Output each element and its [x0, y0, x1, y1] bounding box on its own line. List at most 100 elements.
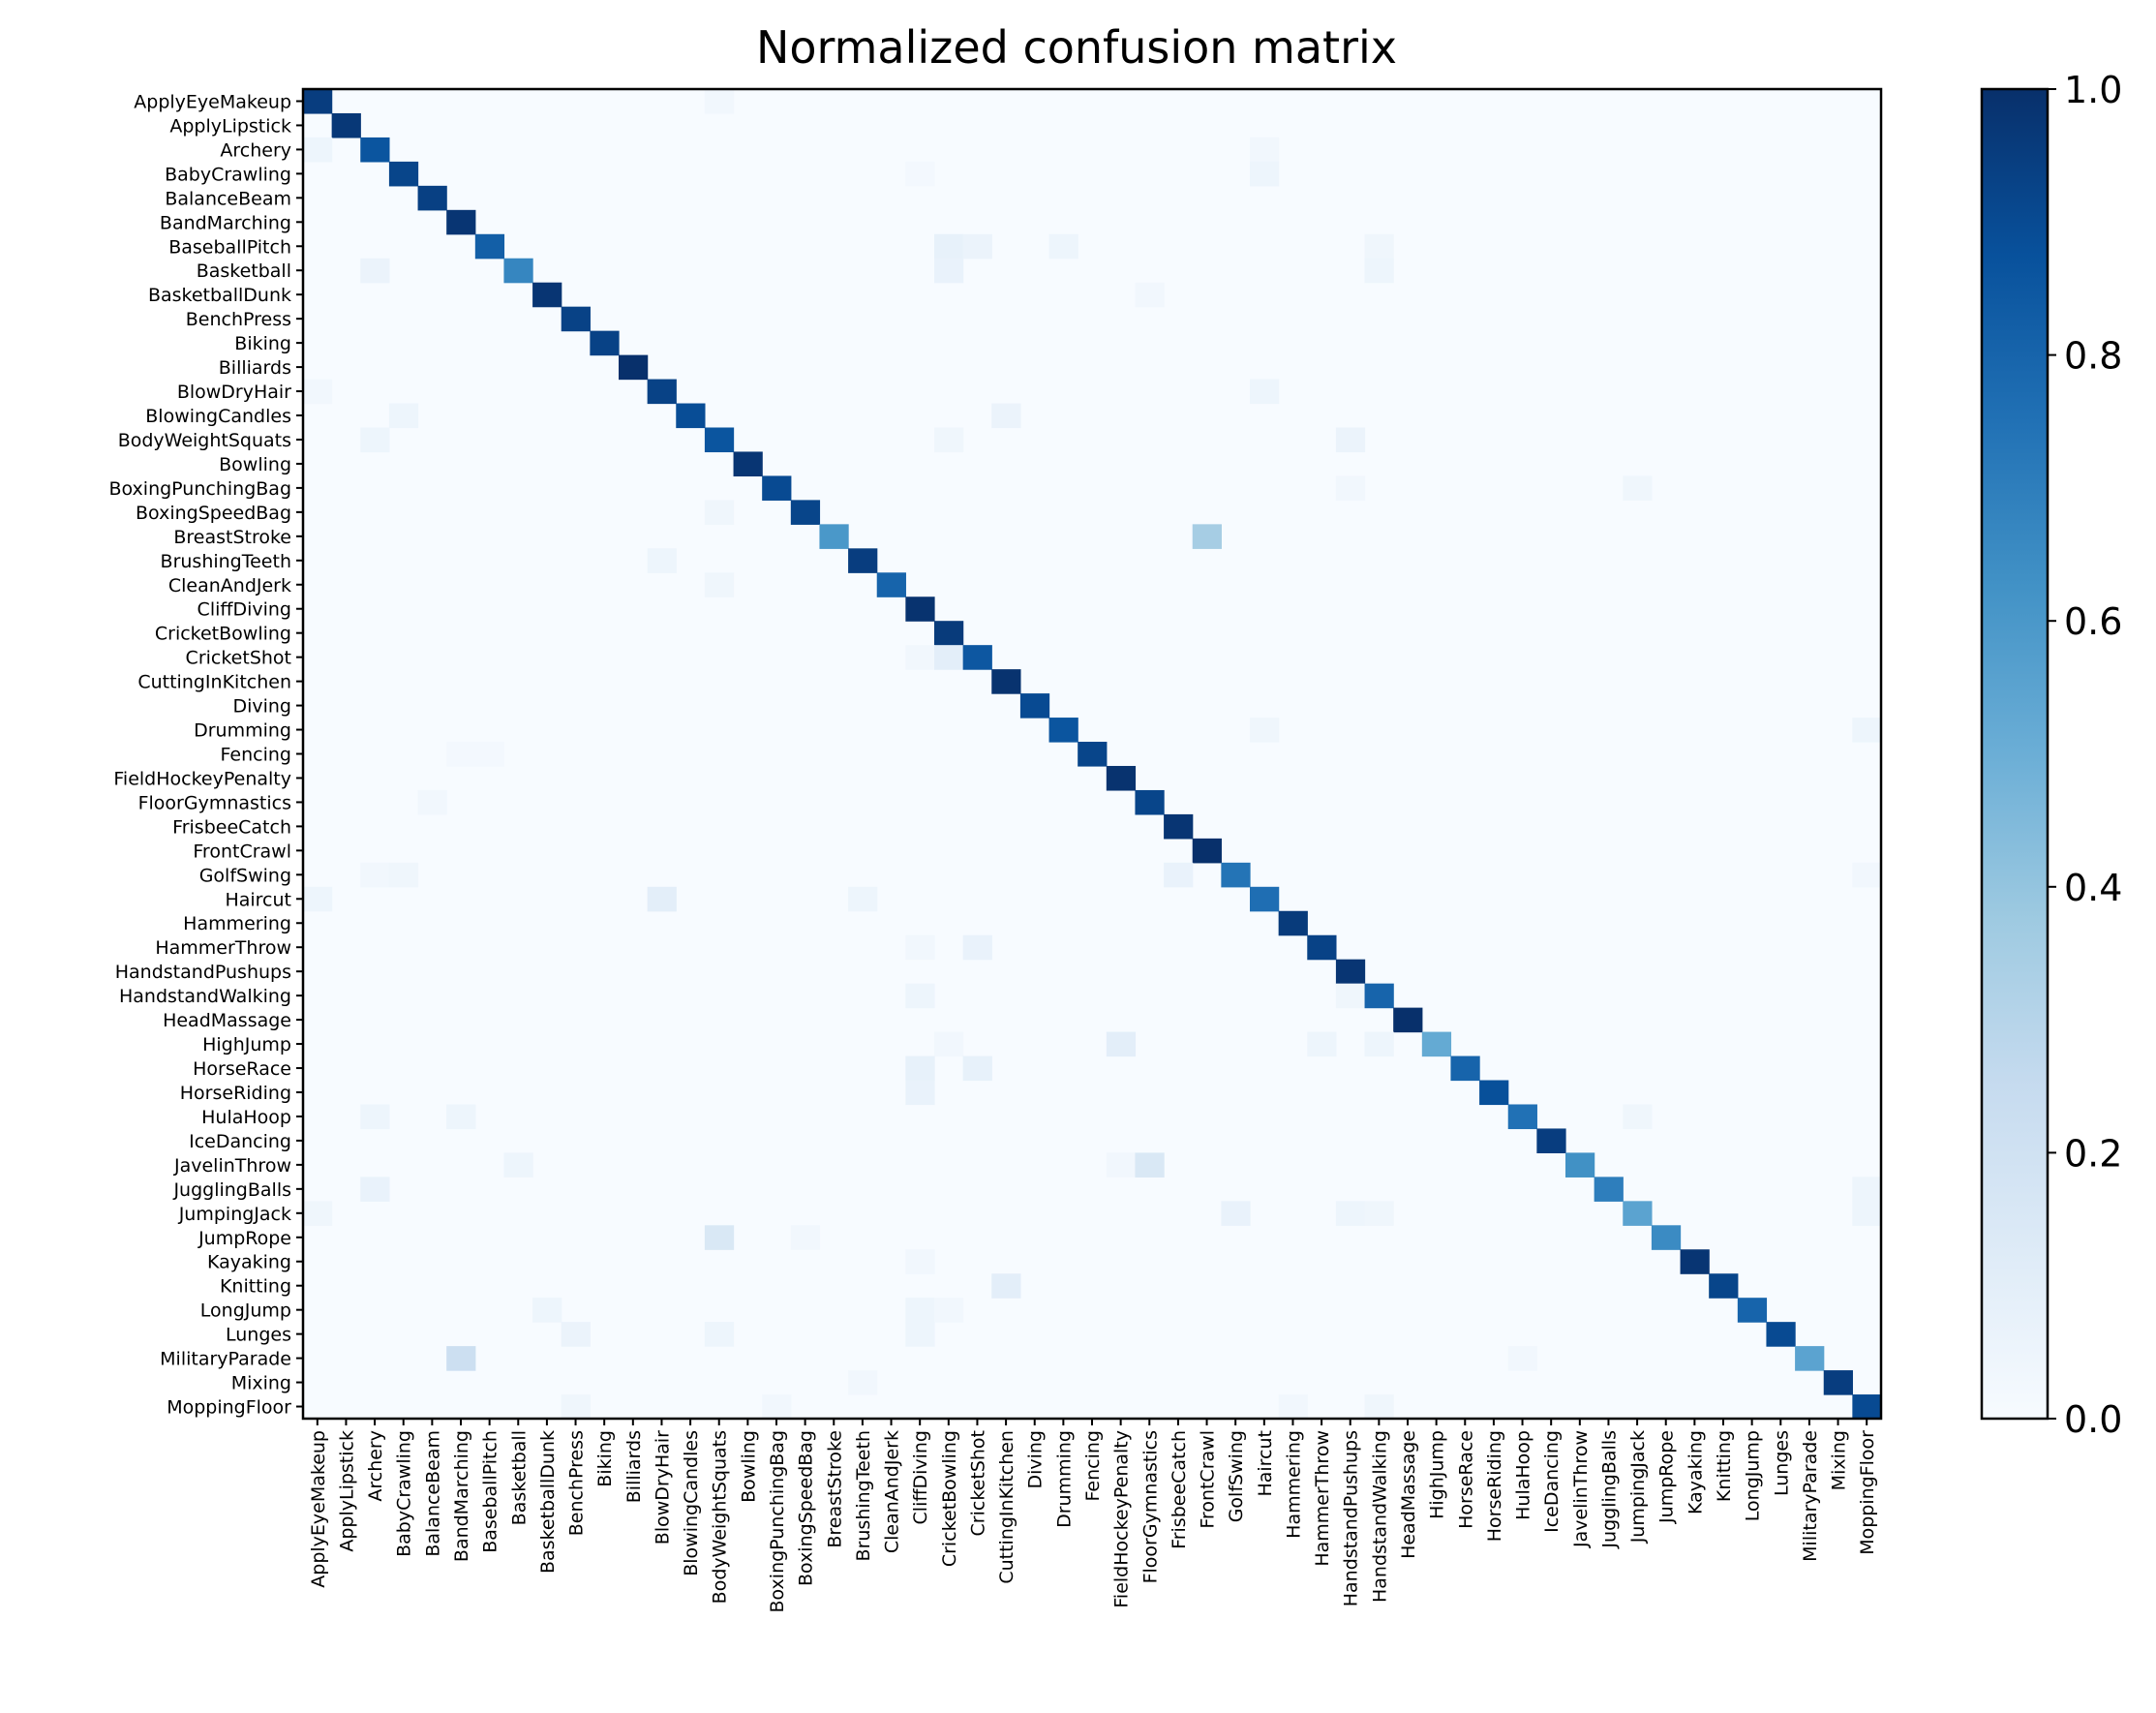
x-tick-label: JumpRope	[1656, 1430, 1678, 1524]
heatmap-cell	[1250, 137, 1280, 163]
heatmap-cell	[561, 1394, 591, 1420]
heatmap-cell	[446, 209, 476, 235]
heatmap-cell	[1335, 959, 1366, 985]
y-tick-label: Kayaking	[207, 1252, 291, 1273]
heatmap-cell	[848, 548, 878, 573]
y-tick-label: Billiards	[219, 357, 291, 379]
heatmap-cell	[1507, 1346, 1537, 1371]
heatmap-cell	[1250, 886, 1280, 912]
heatmap-cell	[934, 233, 964, 260]
heatmap-cell	[647, 886, 677, 912]
heatmap-cell	[1393, 1007, 1423, 1033]
x-tick-label: JugglingBalls	[1598, 1430, 1620, 1549]
x-tick-label: FieldHockeyPenalty	[1111, 1430, 1133, 1608]
y-tick-label: JumpRope	[197, 1228, 291, 1249]
heatmap-cell	[1221, 1201, 1251, 1226]
heatmap-cell	[503, 1152, 533, 1178]
heatmap-cell	[905, 983, 935, 1009]
heatmap-cell	[1766, 1322, 1796, 1347]
x-tick-label: BalanceBeam	[422, 1430, 443, 1557]
heatmap-cell	[1852, 718, 1882, 743]
x-tick-label: LongJump	[1743, 1430, 1764, 1521]
x-tick-label: Knitting	[1714, 1430, 1735, 1502]
y-tick-label: FloorGymnastics	[138, 792, 291, 813]
heatmap-cell	[991, 1273, 1021, 1299]
y-tick-label: JugglingBalls	[172, 1179, 291, 1201]
heatmap-cell	[1536, 1128, 1566, 1153]
y-tick-label: HorseRace	[193, 1058, 291, 1080]
x-tick-label: Bowling	[738, 1430, 759, 1503]
x-tick-label: Haircut	[1255, 1430, 1276, 1497]
heatmap-cell	[1106, 1152, 1137, 1178]
heatmap-cell	[1106, 1031, 1137, 1057]
heatmap-cell	[905, 1055, 935, 1082]
colorbar-tick-label: 0.6	[2064, 600, 2122, 643]
heatmap-cell	[905, 1249, 935, 1274]
y-tick-label: BoxingSpeedBag	[136, 503, 291, 524]
heatmap-cell	[360, 1104, 390, 1130]
x-tick-label: BoxingPunchingBag	[767, 1430, 788, 1613]
heatmap-cell	[1651, 1225, 1682, 1250]
x-tick-label: Drumming	[1053, 1430, 1075, 1528]
y-tick-label: FieldHockeyPenalty	[113, 768, 291, 789]
y-tick-label: HammerThrow	[155, 937, 291, 959]
heatmap-cell	[1078, 742, 1108, 767]
y-tick-label: HighJump	[202, 1034, 291, 1055]
x-tick-label: Hammering	[1283, 1430, 1304, 1539]
heatmap-cell	[1192, 838, 1222, 864]
y-tick-label: LongJump	[200, 1300, 291, 1322]
heatmap-cell	[1335, 1201, 1366, 1226]
y-tick-label: BodyWeightSquats	[118, 430, 291, 451]
x-tick-label: FloorGymnastics	[1139, 1430, 1161, 1583]
heatmap-cell	[1364, 1031, 1394, 1057]
heatmap-cell	[905, 161, 935, 187]
x-tick-label: Kayaking	[1685, 1430, 1706, 1514]
heatmap-cell	[934, 1031, 964, 1057]
heatmap-cell	[1335, 475, 1366, 501]
heatmap-cell	[474, 742, 505, 767]
heatmap-cell	[561, 306, 591, 332]
x-tick-label: BoxingSpeedBag	[796, 1430, 817, 1586]
heatmap-cell	[934, 621, 964, 646]
heatmap-cell	[962, 1055, 992, 1082]
x-tick-label: JumpingJack	[1627, 1430, 1649, 1544]
y-tick-label: HeadMassage	[163, 1010, 291, 1031]
heatmap-cell	[1192, 524, 1222, 549]
heatmap-cell	[388, 403, 419, 429]
heatmap-cell	[790, 1225, 821, 1250]
heatmap-cell	[704, 1322, 735, 1347]
x-tick-label: BaseballPitch	[480, 1430, 501, 1553]
y-tick-label: BasketballDunk	[148, 285, 291, 306]
heatmap-cell	[503, 258, 533, 284]
heatmap-cell	[1335, 983, 1366, 1009]
chart-title: Normalized confusion matrix	[756, 21, 1397, 74]
heatmap-cell	[360, 427, 390, 453]
heatmap-cell	[1364, 233, 1394, 260]
heatmap-cell	[1278, 1394, 1308, 1420]
heatmap-cell	[1507, 1104, 1537, 1130]
y-tick-label: CricketBowling	[155, 624, 291, 645]
x-tick-label: ApplyEyeMakeup	[308, 1430, 329, 1588]
y-tick-label: BabyCrawling	[165, 164, 291, 185]
heatmap-cell	[704, 572, 735, 597]
heatmap-cell	[1164, 813, 1194, 840]
y-tick-label: Drumming	[194, 720, 291, 742]
x-tick-label: HorseRiding	[1484, 1430, 1505, 1542]
x-tick-label: BasketballDunk	[537, 1430, 559, 1574]
heatmap-cell	[848, 886, 878, 912]
heatmap-cell	[905, 1322, 935, 1347]
heatmap-cell	[1135, 789, 1165, 815]
heatmap-cell	[905, 596, 935, 622]
heatmap-cell	[704, 89, 735, 114]
heatmap-cell	[819, 524, 849, 549]
heatmap-cells	[303, 89, 1882, 1420]
heatmap-cell	[1364, 258, 1394, 284]
heatmap-cell	[647, 379, 677, 405]
x-tick-label: Mixing	[1829, 1430, 1850, 1490]
x-tick-label: Basketball	[508, 1430, 530, 1525]
y-tick-label: BaseballPitch	[168, 236, 291, 258]
heatmap-cell	[417, 789, 447, 815]
heatmap-cell	[1250, 161, 1280, 187]
heatmap-cell	[934, 258, 964, 284]
